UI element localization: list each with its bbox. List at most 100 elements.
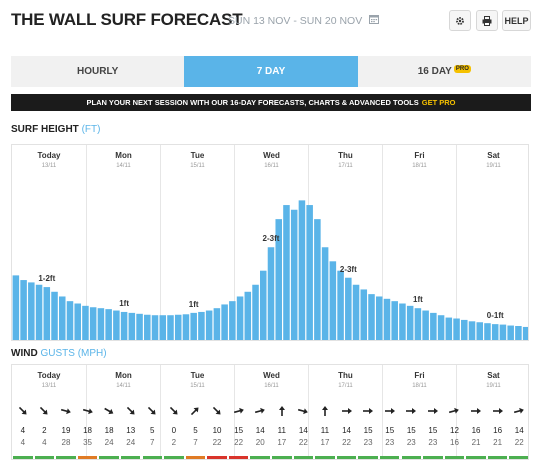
surf-bar[interactable] xyxy=(89,307,97,341)
wind-arrow-icon xyxy=(341,408,352,414)
surf-bar[interactable] xyxy=(275,219,282,341)
surf-bar[interactable] xyxy=(337,270,344,341)
surf-bar[interactable] xyxy=(345,277,352,341)
surf-bar[interactable] xyxy=(329,261,337,341)
surf-bar[interactable] xyxy=(476,322,484,341)
wind-speed: 10 xyxy=(212,426,222,435)
wind-arrow-icon xyxy=(492,408,503,414)
surf-bar[interactable] xyxy=(236,296,244,341)
wind-rating-strip xyxy=(401,456,422,459)
tab-16-day[interactable]: 16 DAY PRO xyxy=(358,56,531,87)
surf-bar[interactable] xyxy=(20,280,27,341)
surf-bar[interactable] xyxy=(484,323,491,341)
surf-bar[interactable] xyxy=(314,219,321,341)
surf-bar[interactable] xyxy=(66,301,74,341)
surf-bar[interactable] xyxy=(128,312,136,341)
wind-arrow-icon xyxy=(18,406,27,415)
day-column: Mon 14/11 xyxy=(86,145,160,340)
day-name: Wed xyxy=(263,371,280,380)
surf-bar[interactable] xyxy=(198,311,205,341)
wind-rating-strip xyxy=(509,456,528,459)
surf-bar[interactable] xyxy=(12,275,20,341)
surf-bar[interactable] xyxy=(51,291,58,341)
surf-bar[interactable] xyxy=(375,296,383,341)
wind-rating-strip xyxy=(207,456,227,459)
day-name: Tue xyxy=(190,371,205,380)
surf-bar[interactable] xyxy=(267,247,275,341)
surf-bar[interactable] xyxy=(205,310,213,341)
wind-unit: (MPH) xyxy=(77,348,107,359)
calendar-icon[interactable] xyxy=(369,14,379,24)
surf-bar[interactable] xyxy=(399,303,406,342)
surf-bar[interactable] xyxy=(499,324,507,341)
wind-arrow-icon xyxy=(212,406,221,415)
surf-bar[interactable] xyxy=(252,284,259,341)
surf-bar[interactable] xyxy=(105,309,112,341)
surf-bar[interactable] xyxy=(28,282,35,341)
print-button[interactable] xyxy=(476,10,498,31)
surf-bar[interactable] xyxy=(422,310,429,341)
surf-bar[interactable] xyxy=(383,298,391,341)
surf-bar[interactable] xyxy=(97,308,105,341)
surf-bar[interactable] xyxy=(437,315,445,341)
help-button[interactable]: HELP xyxy=(502,10,531,31)
wind-speed: 0 xyxy=(171,426,177,435)
surf-bar[interactable] xyxy=(491,324,499,341)
day-name: Tue xyxy=(190,151,205,160)
surf-bar[interactable] xyxy=(144,314,151,341)
wave-height-label: 2-3ft xyxy=(339,264,357,274)
surf-bar[interactable] xyxy=(190,312,197,341)
surf-bar[interactable] xyxy=(283,205,290,341)
surf-bar[interactable] xyxy=(74,303,81,342)
day-date: 18/11 xyxy=(412,163,427,169)
surf-bar[interactable] xyxy=(522,326,529,341)
surf-bar[interactable] xyxy=(213,308,221,341)
promo-text: PLAN YOUR NEXT SESSION WITH OUR 16-DAY F… xyxy=(86,98,419,107)
surf-bar[interactable] xyxy=(221,304,228,341)
surf-bar[interactable] xyxy=(515,326,522,341)
surf-bar[interactable] xyxy=(244,291,252,341)
surf-bar[interactable] xyxy=(151,315,159,341)
surf-bar[interactable] xyxy=(174,314,182,341)
surf-bar[interactable] xyxy=(58,296,66,341)
surf-bar[interactable] xyxy=(260,270,267,341)
get-pro-link[interactable]: GET PRO xyxy=(421,98,456,107)
surf-bar[interactable] xyxy=(82,305,89,341)
surf-bar[interactable] xyxy=(229,301,236,341)
surf-bar[interactable] xyxy=(445,317,453,341)
surf-bar[interactable] xyxy=(182,314,190,341)
settings-button[interactable] xyxy=(449,10,471,31)
tab-hourly[interactable]: HOURLY xyxy=(11,56,184,87)
wind-arrow-icon xyxy=(363,408,374,414)
surf-bar[interactable] xyxy=(391,301,398,341)
surf-bar[interactable] xyxy=(406,305,414,341)
wind-rating-strip xyxy=(228,456,249,459)
day-name: Sat xyxy=(487,151,500,160)
day-date: 15/11 xyxy=(190,383,205,389)
surf-bar[interactable] xyxy=(360,289,368,341)
surf-bar[interactable] xyxy=(352,284,360,341)
day-date: 13/11 xyxy=(41,383,57,389)
surf-bar[interactable] xyxy=(35,284,43,341)
surf-bar[interactable] xyxy=(507,325,514,341)
surf-bar[interactable] xyxy=(136,313,143,341)
surf-bar[interactable] xyxy=(298,200,306,341)
surf-bar[interactable] xyxy=(414,308,422,341)
wind-arrow-icon xyxy=(278,406,285,416)
surf-bar[interactable] xyxy=(306,205,313,341)
surf-bar[interactable] xyxy=(368,294,375,341)
surf-bar[interactable] xyxy=(290,209,298,341)
promo-banner[interactable]: PLAN YOUR NEXT SESSION WITH OUR 16-DAY F… xyxy=(11,94,531,111)
surf-bar[interactable] xyxy=(43,287,51,341)
surf-bar[interactable] xyxy=(430,312,437,341)
tab-7-day[interactable]: 7 DAY xyxy=(184,56,358,87)
surf-bar[interactable] xyxy=(461,319,468,341)
surf-bar[interactable] xyxy=(468,321,476,341)
surf-bar[interactable] xyxy=(167,315,174,341)
surf-bar[interactable] xyxy=(120,311,128,341)
surf-bar[interactable] xyxy=(159,315,167,341)
surf-bar[interactable] xyxy=(453,318,460,342)
wind-gust: 23 xyxy=(363,438,373,447)
surf-bar[interactable] xyxy=(113,310,120,341)
surf-bar[interactable] xyxy=(321,247,329,341)
